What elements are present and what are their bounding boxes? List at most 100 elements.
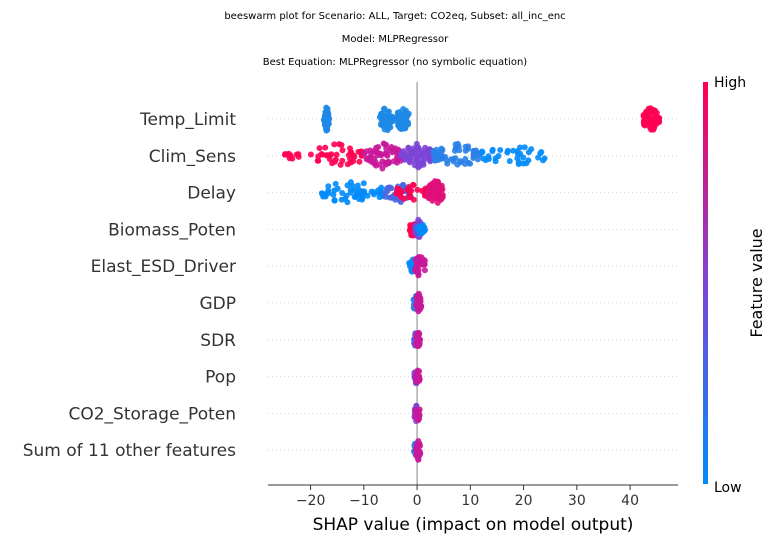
swarm-point — [415, 297, 422, 304]
swarm-point — [439, 155, 446, 162]
swarm-point — [331, 141, 338, 148]
swarm-point — [385, 158, 392, 165]
swarm-point — [421, 227, 428, 234]
swarm-point — [474, 156, 481, 163]
swarm-point — [452, 141, 459, 148]
chart-title-line2: Model: MLPRegressor — [342, 34, 449, 45]
swarm-point — [470, 155, 477, 161]
swarm-point — [322, 144, 329, 151]
colorbar-high-label: High — [714, 75, 746, 91]
feature-dots-2 — [318, 178, 446, 206]
swarm-point — [540, 157, 546, 164]
swarm-point — [325, 183, 332, 190]
swarm-point — [467, 160, 474, 167]
swarm-point — [426, 148, 433, 155]
feature-dots-8 — [411, 402, 423, 425]
swarm-point — [338, 142, 345, 148]
swarm-point — [381, 105, 388, 112]
feature-label-7: Pop — [205, 368, 236, 388]
feature-label-4: Elast_ESD_Driver — [91, 257, 236, 277]
swarm-point — [333, 151, 340, 158]
x-tick-label-2: 0 — [413, 493, 422, 509]
swarm-point — [401, 153, 408, 160]
colorbar-low-label: Low — [714, 480, 742, 496]
swarm-point — [315, 157, 322, 164]
swarm-point — [504, 147, 511, 154]
swarm-point — [410, 196, 417, 203]
swarm-point — [350, 158, 357, 165]
swarm-point — [347, 179, 354, 186]
x-axis: −20 −10 0 10 20 30 40 — [268, 484, 678, 509]
swarm-point — [426, 156, 433, 163]
swarm-point — [286, 155, 293, 162]
swarm-point — [307, 151, 314, 158]
swarm-point — [347, 145, 353, 152]
swarm-point — [379, 158, 386, 165]
swarm-point — [457, 158, 464, 165]
x-axis-label: SHAP value (impact on model output) — [313, 515, 634, 535]
swarm-point — [393, 190, 400, 197]
swarm-point — [407, 154, 414, 161]
swarm-point — [381, 141, 388, 148]
swarm-point — [367, 155, 374, 162]
colorbar: High Low Feature value — [703, 75, 766, 496]
swarm-point — [521, 144, 528, 151]
swarm-point — [320, 193, 327, 200]
swarm-point — [506, 158, 513, 165]
swarm-point — [415, 441, 422, 448]
swarm-point — [411, 266, 418, 273]
swarm-point — [356, 158, 363, 165]
swarm-point — [316, 145, 323, 152]
swarm-point — [640, 113, 647, 120]
swarm-point — [400, 182, 407, 188]
swarm-point — [324, 113, 331, 120]
swarm-point — [648, 126, 655, 133]
swarm-point — [368, 188, 375, 195]
feature-dots-3 — [406, 216, 428, 240]
swarm-point — [410, 181, 416, 188]
swarm-point — [353, 191, 360, 198]
swarm-point — [520, 154, 527, 161]
swarm-point — [439, 147, 446, 153]
swarm-point — [427, 189, 434, 196]
swarm-point — [371, 160, 378, 167]
x-tick-label-1: −10 — [349, 493, 379, 509]
swarm-point — [331, 197, 338, 204]
swarm-point — [417, 303, 424, 310]
swarm-point — [497, 147, 504, 153]
swarm-point — [403, 121, 410, 128]
swarm-point — [406, 227, 413, 234]
feature-label-8: CO2_Storage_Poten — [68, 404, 236, 424]
swarm-point — [414, 186, 421, 193]
swarm-point — [489, 146, 496, 153]
swarm-point — [415, 337, 422, 344]
swarm-point — [528, 146, 535, 153]
x-tick-label-3: 10 — [461, 493, 479, 509]
swarm-point — [403, 111, 409, 118]
swarm-point — [419, 187, 425, 194]
feature-guide-lines — [268, 118, 678, 451]
swarm-point — [406, 194, 413, 201]
swarm-point — [342, 195, 349, 202]
swarm-point — [339, 147, 346, 154]
swarm-point — [328, 151, 335, 158]
swarm-point — [448, 156, 455, 163]
swarm-point — [325, 190, 332, 197]
swarm-point — [339, 157, 346, 164]
swarm-point — [378, 152, 385, 159]
swarm-point — [538, 149, 545, 155]
swarm-point — [376, 194, 383, 201]
swarm-point — [384, 127, 391, 134]
swarm-point — [419, 158, 426, 165]
swarm-point — [416, 376, 423, 383]
swarm-point — [360, 180, 367, 187]
swarm-point — [399, 115, 406, 122]
swarm-point — [416, 412, 423, 419]
swarm-point — [387, 119, 394, 126]
swarm-point — [452, 147, 458, 154]
swarm-point — [344, 161, 351, 168]
swarm-point — [644, 120, 651, 127]
swarm-point — [397, 123, 404, 130]
swarm-point — [435, 179, 441, 186]
